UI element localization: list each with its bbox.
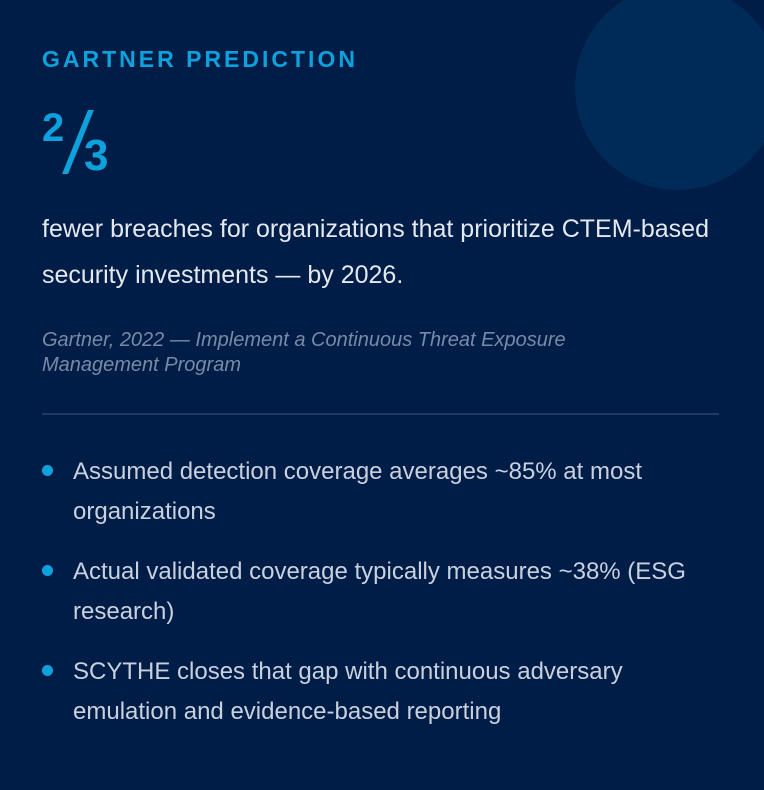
fraction-stat: 2 3 xyxy=(42,108,117,178)
bullet-dot-icon xyxy=(42,665,53,676)
divider xyxy=(42,413,719,415)
list-item: Actual validated coverage typically meas… xyxy=(42,552,722,632)
bullet-list: Assumed detection coverage averages ~85%… xyxy=(42,452,722,752)
bullet-dot-icon xyxy=(42,565,53,576)
fraction-numerator: 2 xyxy=(42,106,65,150)
bullet-dot-icon xyxy=(42,465,53,476)
list-item: SCYTHE closes that gap with continuous a… xyxy=(42,652,722,732)
eyebrow-heading: GARTNER PREDICTION xyxy=(42,46,358,72)
list-item-text: SCYTHE closes that gap with continuous a… xyxy=(73,658,623,725)
citation: Gartner, 2022 — Implement a Continuous T… xyxy=(42,329,566,376)
list-item: Assumed detection coverage averages ~85%… xyxy=(42,452,722,532)
list-item-text: Assumed detection coverage averages ~85%… xyxy=(73,458,642,525)
decorative-circle xyxy=(575,0,764,190)
lead-statement: fewer breaches for organizations that pr… xyxy=(42,215,709,289)
list-item-text: Actual validated coverage typically meas… xyxy=(73,558,686,625)
fraction-denominator: 3 xyxy=(84,131,109,180)
